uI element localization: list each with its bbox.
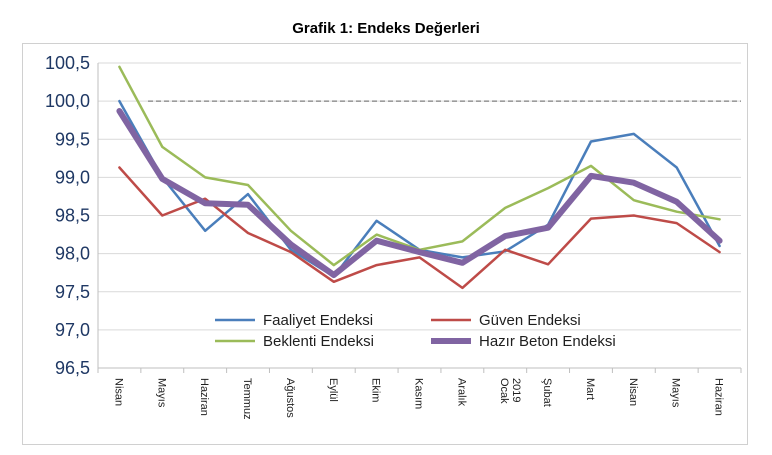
x-tick-label: Aralık [455,378,467,407]
y-tick-label: 99,5 [55,129,90,149]
x-year-label: 2019 [510,378,522,402]
x-tick-label: Haziran [198,378,210,416]
x-tick-label: Temmuz [241,378,253,420]
x-tick-label: Mayıs [670,378,682,408]
x-tick-label: Eylül [327,378,339,402]
x-tick-label: Ekim [370,378,382,402]
y-tick-label: 99,0 [55,167,90,187]
chart-frame: 96,5 97,0 97,5 98,0 98,5 99,0 99,5 100,0 100,5 N… [22,43,748,445]
x-tick-label: Nisan [112,378,124,406]
x-tick-label: Mart [584,378,596,400]
y-tick-label: 98,5 [55,206,90,226]
chart-title: Grafik 1: Endeks Değerleri [292,20,480,37]
y-tick-label: 98,0 [55,244,90,264]
series-line-3 [116,108,723,278]
legend-label: Hazır Beton Endeksi [479,333,616,350]
legend-label: Beklenti Endeksi [263,333,374,350]
series-line-2 [118,65,721,267]
x-tick-label: Haziran [713,378,725,416]
y-tick-label: 96,5 [55,358,90,378]
x-tick-label: Ağustos [284,378,296,418]
x-tick-label: Kasım [413,378,425,409]
y-tick-label: 97,0 [55,320,90,340]
x-tick-label: Nisan [627,378,639,406]
series-line-1 [118,166,721,290]
y-tick-label: 100,0 [45,91,90,111]
legend-label: Güven Endeksi [479,312,581,329]
y-tick-label: 97,5 [55,282,90,302]
x-tick-label: Ocak [498,378,510,404]
line-chart: 96,5 97,0 97,5 98,0 98,5 99,0 99,5 100,0 100,5 N… [45,53,742,420]
x-tick-label: Mayıs [155,378,167,408]
x-tick-label: Şubat [541,378,553,407]
y-tick-label: 100,5 [45,53,90,73]
legend-label: Faaliyet Endeksi [263,312,373,329]
